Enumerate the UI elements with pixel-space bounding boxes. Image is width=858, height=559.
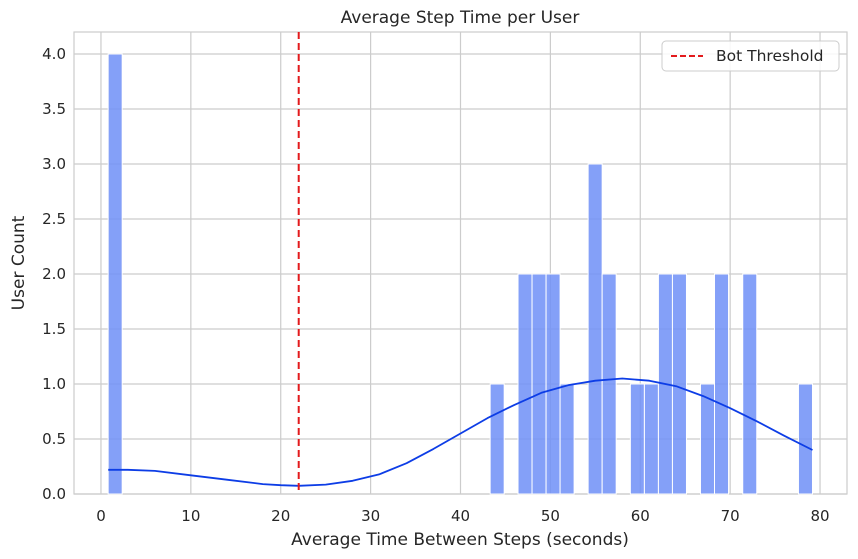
histogram-bar [643,383,659,495]
kde-curve-group [108,377,813,487]
histogram-bar [629,383,645,495]
histogram-bar [671,273,687,495]
y-tick-label: 0.5 [42,430,66,448]
histogram-bar [531,273,547,495]
y-tick-label: 3.0 [42,155,66,173]
x-tick-label: 10 [181,507,200,525]
histogram-bars [107,53,813,495]
x-tick-label: 40 [451,507,470,525]
histogram-bar [107,53,123,495]
y-tick-label: 2.5 [42,210,66,228]
y-tick-label: 3.5 [42,100,66,118]
x-tick-label: 0 [96,507,106,525]
y-tick-label: 4.0 [42,45,66,63]
legend-box [661,40,840,72]
x-tick-label: 70 [721,507,740,525]
grid-lines [74,32,847,495]
x-tick-label: 20 [271,507,290,525]
tick-labels: 0 10 20 30 40 50 60 70 80 0.0 0.5 1.0 1.5 2.0 2.5 3.0 3.… [42,45,829,525]
x-tick-label: 30 [361,507,380,525]
histogram-bar [545,273,561,495]
x-tick-label: 50 [541,507,560,525]
legend: Bot Threshold [661,40,840,72]
y-tick-label: 0.0 [42,485,66,503]
chart-title: Average Step Time per User [341,8,580,28]
y-axis-title: User Count [9,215,29,310]
x-tick-label: 80 [810,507,829,525]
y-tick-label: 1.5 [42,320,66,338]
histogram-bar [559,383,575,495]
histogram-bar [797,383,813,495]
y-tick-label: 2.0 [42,265,66,283]
histogram-bar [601,273,617,495]
x-tick-label: 60 [631,507,650,525]
histogram-bar [714,273,730,495]
x-axis-title: Average Time Between Steps (seconds) [291,530,629,550]
legend-threshold-label: Bot Threshold [716,47,824,65]
histogram-bar [587,163,603,495]
histogram-bar [517,273,533,495]
histogram-bar [489,383,505,495]
y-tick-label: 1.0 [42,375,66,393]
histogram-bar [742,273,758,495]
kde-curve [108,377,813,487]
